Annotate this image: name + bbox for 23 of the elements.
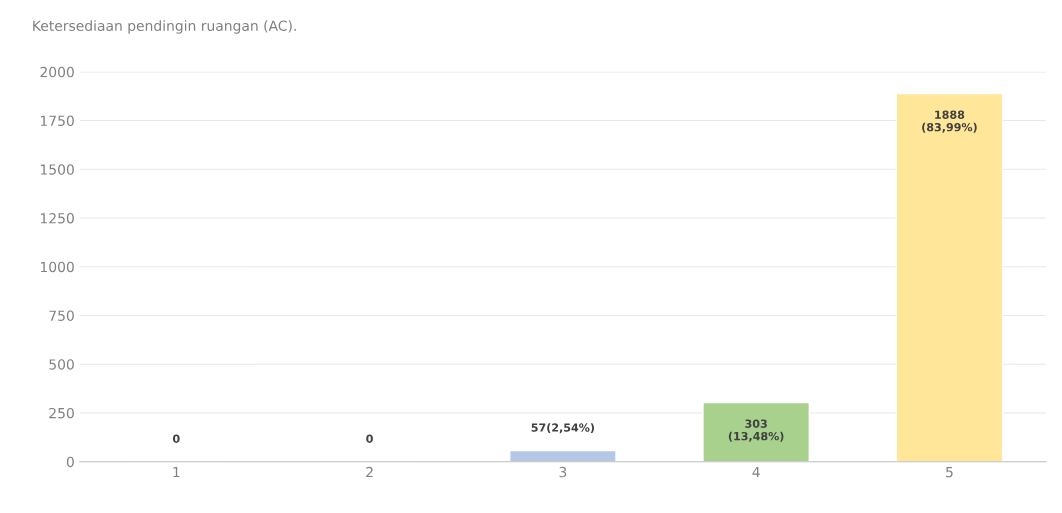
bar xyxy=(895,92,1004,462)
y-tick-label: 750 xyxy=(49,310,74,321)
bar xyxy=(702,401,810,462)
data-label: 0 xyxy=(366,434,373,443)
x-tick-label: 1 xyxy=(173,466,180,478)
y-tick-label: 1500 xyxy=(40,164,74,175)
x-tick-label: 2 xyxy=(366,466,373,478)
y-tick-label: 1750 xyxy=(40,115,74,127)
y-tick-label: 2000 xyxy=(40,66,74,78)
y-tick-label: 1000 xyxy=(40,261,74,273)
y-tick-label: 500 xyxy=(49,359,74,370)
x-tick-label: 3 xyxy=(559,466,567,478)
data-label: 0 xyxy=(172,434,180,443)
x-tick-label: 5 xyxy=(946,466,953,478)
data-label: 303 (13,48%) xyxy=(728,419,784,442)
y-tick-label: 0 xyxy=(66,456,74,468)
x-tick-label: 4 xyxy=(752,466,760,478)
y-tick-label: 250 xyxy=(49,407,74,419)
bar xyxy=(509,449,617,462)
y-tick-label: 1250 xyxy=(40,212,74,224)
data-label: 1888 (83,99%) xyxy=(922,110,977,133)
data-label: 57(2,54%) xyxy=(531,423,594,434)
chart-title: Ketersediaan pendingin ruangan (AC). xyxy=(33,20,296,34)
